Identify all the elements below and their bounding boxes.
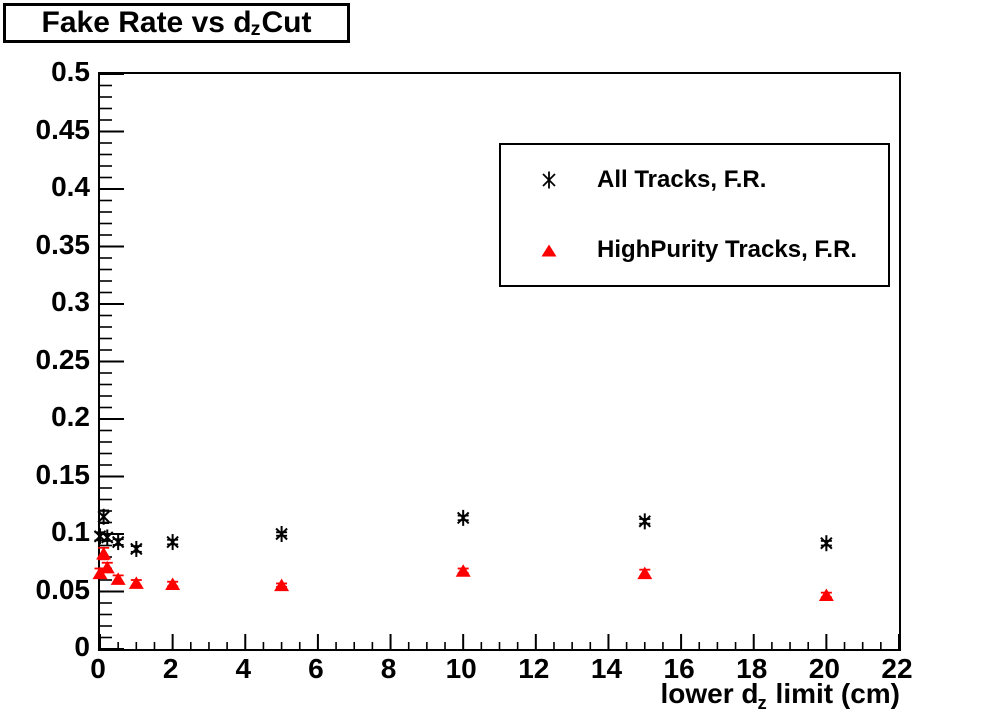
y-tick-label: 0.3: [51, 286, 90, 317]
x-axis-title-text: lower d: [660, 678, 759, 709]
legend: All Tracks, F.R. HighPurity Tracks, F.R.: [499, 143, 890, 287]
triangle-marker: [165, 577, 181, 591]
x-axis-title-suffix: limit (cm): [767, 678, 900, 709]
x-tick-label: 12: [518, 653, 550, 684]
y-tick-label: 0.5: [51, 56, 90, 87]
asterisk-marker: [638, 513, 651, 530]
legend-entry-all-tracks: All Tracks, F.R.: [501, 145, 888, 215]
y-tick-label: 0.25: [35, 343, 91, 375]
series-asterisk: [93, 508, 833, 557]
triangle-marker: [96, 547, 112, 560]
asterisk-marker: [275, 526, 288, 542]
legend-label: HighPurity Tracks, F.R.: [597, 236, 858, 263]
asterisk-marker-icon: [501, 169, 597, 191]
x-tick-label: 8: [380, 653, 397, 684]
asterisk-marker: [97, 508, 110, 525]
x-tick-label: 2: [162, 653, 179, 684]
triangle-marker: [637, 566, 653, 580]
x-tick-label: 6: [308, 653, 324, 684]
x-tick-label: 10: [445, 653, 477, 684]
legend-entry-highpurity-tracks: HighPurity Tracks, F.R.: [501, 215, 888, 285]
y-tick-label: 0: [74, 631, 90, 662]
triangle-marker: [92, 566, 108, 580]
x-tick-label: 14: [590, 653, 623, 684]
x-tick-label: 0: [90, 653, 106, 684]
triangle-marker: [128, 576, 144, 589]
y-tick-label: 0.05: [35, 573, 91, 605]
page-title-suffix: Cut: [261, 6, 312, 39]
triangle-marker: [818, 588, 834, 601]
x-tick-label: 20: [808, 653, 840, 684]
triangle-marker: [274, 578, 290, 592]
triangle-marker: [455, 564, 471, 577]
asterisk-marker: [111, 534, 125, 551]
page-title: Fake Rate vs d: [41, 6, 252, 39]
y-tick-label: 0.45: [35, 113, 91, 145]
asterisk-marker: [820, 535, 833, 552]
asterisk-marker: [166, 534, 179, 551]
x-tick-label: 18: [736, 653, 768, 684]
x-axis-title-subscript: z: [757, 692, 767, 714]
y-tick-label: 0.4: [51, 171, 90, 202]
x-tick-label: 22: [881, 653, 913, 684]
y-tick-label: 0.2: [51, 401, 90, 432]
asterisk-marker: [130, 540, 143, 557]
y-tick-label: 0.15: [35, 458, 91, 490]
x-tick-label: 16: [663, 653, 695, 684]
legend-label: All Tracks, F.R.: [597, 166, 767, 193]
triangle-marker-icon: [501, 243, 597, 258]
page-title-subscript: z: [250, 18, 261, 41]
series-triangle-filled: [92, 546, 834, 601]
asterisk-marker: [101, 529, 114, 546]
triangle-marker: [110, 572, 126, 585]
asterisk-marker: [456, 509, 470, 526]
y-tick-label: 0.35: [35, 228, 91, 260]
y-tick-label: 0.1: [51, 516, 90, 547]
x-axis-title: lower dz limit (cm): [660, 678, 900, 714]
triangle-marker: [99, 560, 115, 574]
plot-area: [92, 73, 900, 650]
x-tick-label: 4: [235, 653, 252, 684]
